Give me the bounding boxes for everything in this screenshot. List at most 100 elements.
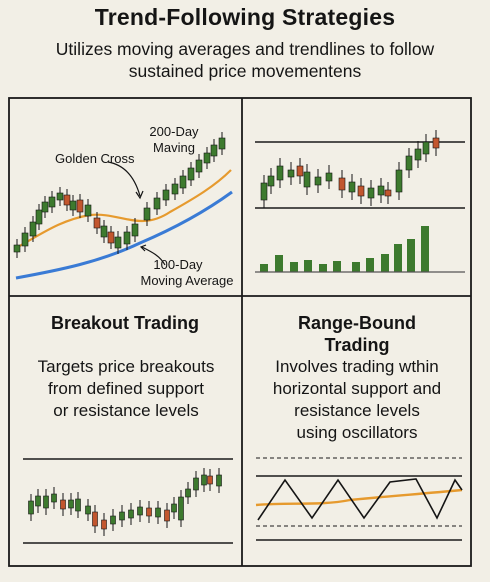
volume-bar	[333, 261, 341, 272]
breakout-candle	[296, 158, 304, 184]
ma-candle	[218, 132, 226, 155]
ma-candle	[210, 139, 218, 162]
breakout-text-line3: or resistance levels	[53, 401, 199, 420]
breakout-candle	[395, 162, 403, 200]
ma-candle	[29, 216, 37, 242]
breakout-candle	[414, 141, 422, 168]
breakout-candle	[303, 164, 311, 195]
volume-bar	[366, 258, 374, 272]
golden-cross-label: Golden Cross	[55, 151, 135, 166]
range-orange-line	[255, 488, 463, 507]
volume-bar	[260, 264, 268, 272]
range-text-line4: using oscillators	[296, 423, 418, 442]
ma-candle	[187, 162, 195, 186]
volume-bar	[352, 262, 360, 272]
breakout-panel-candle	[207, 469, 213, 491]
ma-candle	[63, 189, 71, 211]
breakout-candle	[325, 165, 333, 189]
breakout-panel-candle	[216, 468, 222, 493]
breakout-panel-candle	[146, 501, 152, 523]
breakout-panel-candle	[92, 505, 98, 533]
ma-candle	[131, 218, 139, 242]
breakout-candle	[338, 170, 346, 198]
breakout-panel-candle	[28, 494, 34, 521]
breakout-panel-candle	[101, 513, 107, 536]
breakout-panel-candle	[110, 509, 116, 531]
breakout-candle	[405, 148, 413, 178]
range-text-line3: resistance levels	[294, 401, 420, 420]
breakout-candle	[348, 174, 356, 200]
range-chart	[255, 457, 463, 541]
range-heading-line2: Trading	[324, 335, 390, 355]
breakout-candle	[422, 134, 430, 162]
breakout-candles	[260, 130, 440, 208]
volume-bar	[394, 244, 402, 272]
range-text-line2: horizontal support and	[272, 379, 442, 398]
ma-orange-line	[15, 169, 232, 249]
ma100-arrow	[141, 246, 166, 266]
ma-candle	[195, 154, 203, 178]
breakout-panel-candle	[60, 493, 66, 516]
volume-bar	[407, 239, 415, 272]
breakout-candle	[432, 130, 440, 156]
breakout-candle	[384, 182, 392, 204]
ma200-label: 200-Day Maving	[149, 124, 199, 155]
ma-candle	[179, 170, 187, 194]
volume-bar	[275, 255, 283, 272]
ma-candle	[203, 147, 211, 169]
oscillator-zigzag	[257, 478, 463, 521]
ma-candle	[76, 194, 84, 218]
ma-candle	[107, 226, 115, 249]
volume-bar	[381, 254, 389, 272]
moving-average-chart	[13, 132, 233, 280]
ma-candle	[41, 196, 49, 218]
breakout-panel-candle	[35, 489, 41, 513]
outer-frame	[8, 97, 472, 567]
ma-blue-line	[15, 190, 233, 280]
breakout-candle	[367, 180, 375, 206]
breakout-panel-candle	[185, 482, 191, 504]
ma-candle	[100, 220, 108, 243]
breakout-heading: Breakout Trading	[50, 313, 200, 333]
breakout-candle	[260, 175, 268, 208]
volume-bar	[319, 264, 327, 272]
range-heading-line1: Range-Bound	[298, 313, 416, 333]
volume-bars	[260, 226, 429, 272]
breakout-panel-candle	[119, 505, 125, 527]
ma-candle	[171, 178, 179, 200]
volume-bar	[304, 260, 312, 272]
breakout-panel-candle	[85, 499, 91, 521]
golden-cross-arrowhead	[135, 190, 144, 200]
page-title: Trend-Following Strategies	[94, 4, 396, 30]
breakout-panel-candle	[128, 503, 134, 525]
breakout-panel-candles	[28, 468, 222, 536]
ma-candle	[69, 195, 77, 216]
ma100-label-line1: 100-Day	[153, 257, 203, 272]
breakout-panel-candle	[155, 501, 161, 524]
ma-candle	[84, 199, 92, 222]
breakout-panel-candle	[201, 468, 207, 492]
breakout-panel-candle	[178, 490, 184, 527]
ma-candle	[93, 212, 101, 234]
breakout-candle	[276, 158, 284, 188]
ma-candle	[35, 204, 43, 230]
ma-candle	[162, 184, 170, 206]
ma-candle	[13, 239, 21, 258]
ma-candle	[114, 231, 122, 254]
ma-candle	[153, 192, 161, 215]
breakout-candle	[377, 178, 385, 203]
breakout-panel-candle	[164, 503, 170, 528]
ma-candle	[123, 226, 131, 250]
volume-bar	[421, 226, 429, 272]
breakout-candle	[357, 178, 365, 204]
breakout-panel-candle	[68, 493, 74, 515]
ma100-label-line2: Moving Average	[140, 273, 234, 288]
breakout-candle	[287, 162, 295, 185]
breakout-chart	[23, 458, 233, 544]
breakout-text-line1: Targets price breakouts	[37, 357, 215, 376]
ma100-arrowhead	[139, 244, 147, 252]
ma-candles	[13, 132, 226, 258]
breakout-candle	[314, 169, 322, 193]
page-subtitle: Utilizes moving averages and trendlines …	[55, 39, 435, 81]
